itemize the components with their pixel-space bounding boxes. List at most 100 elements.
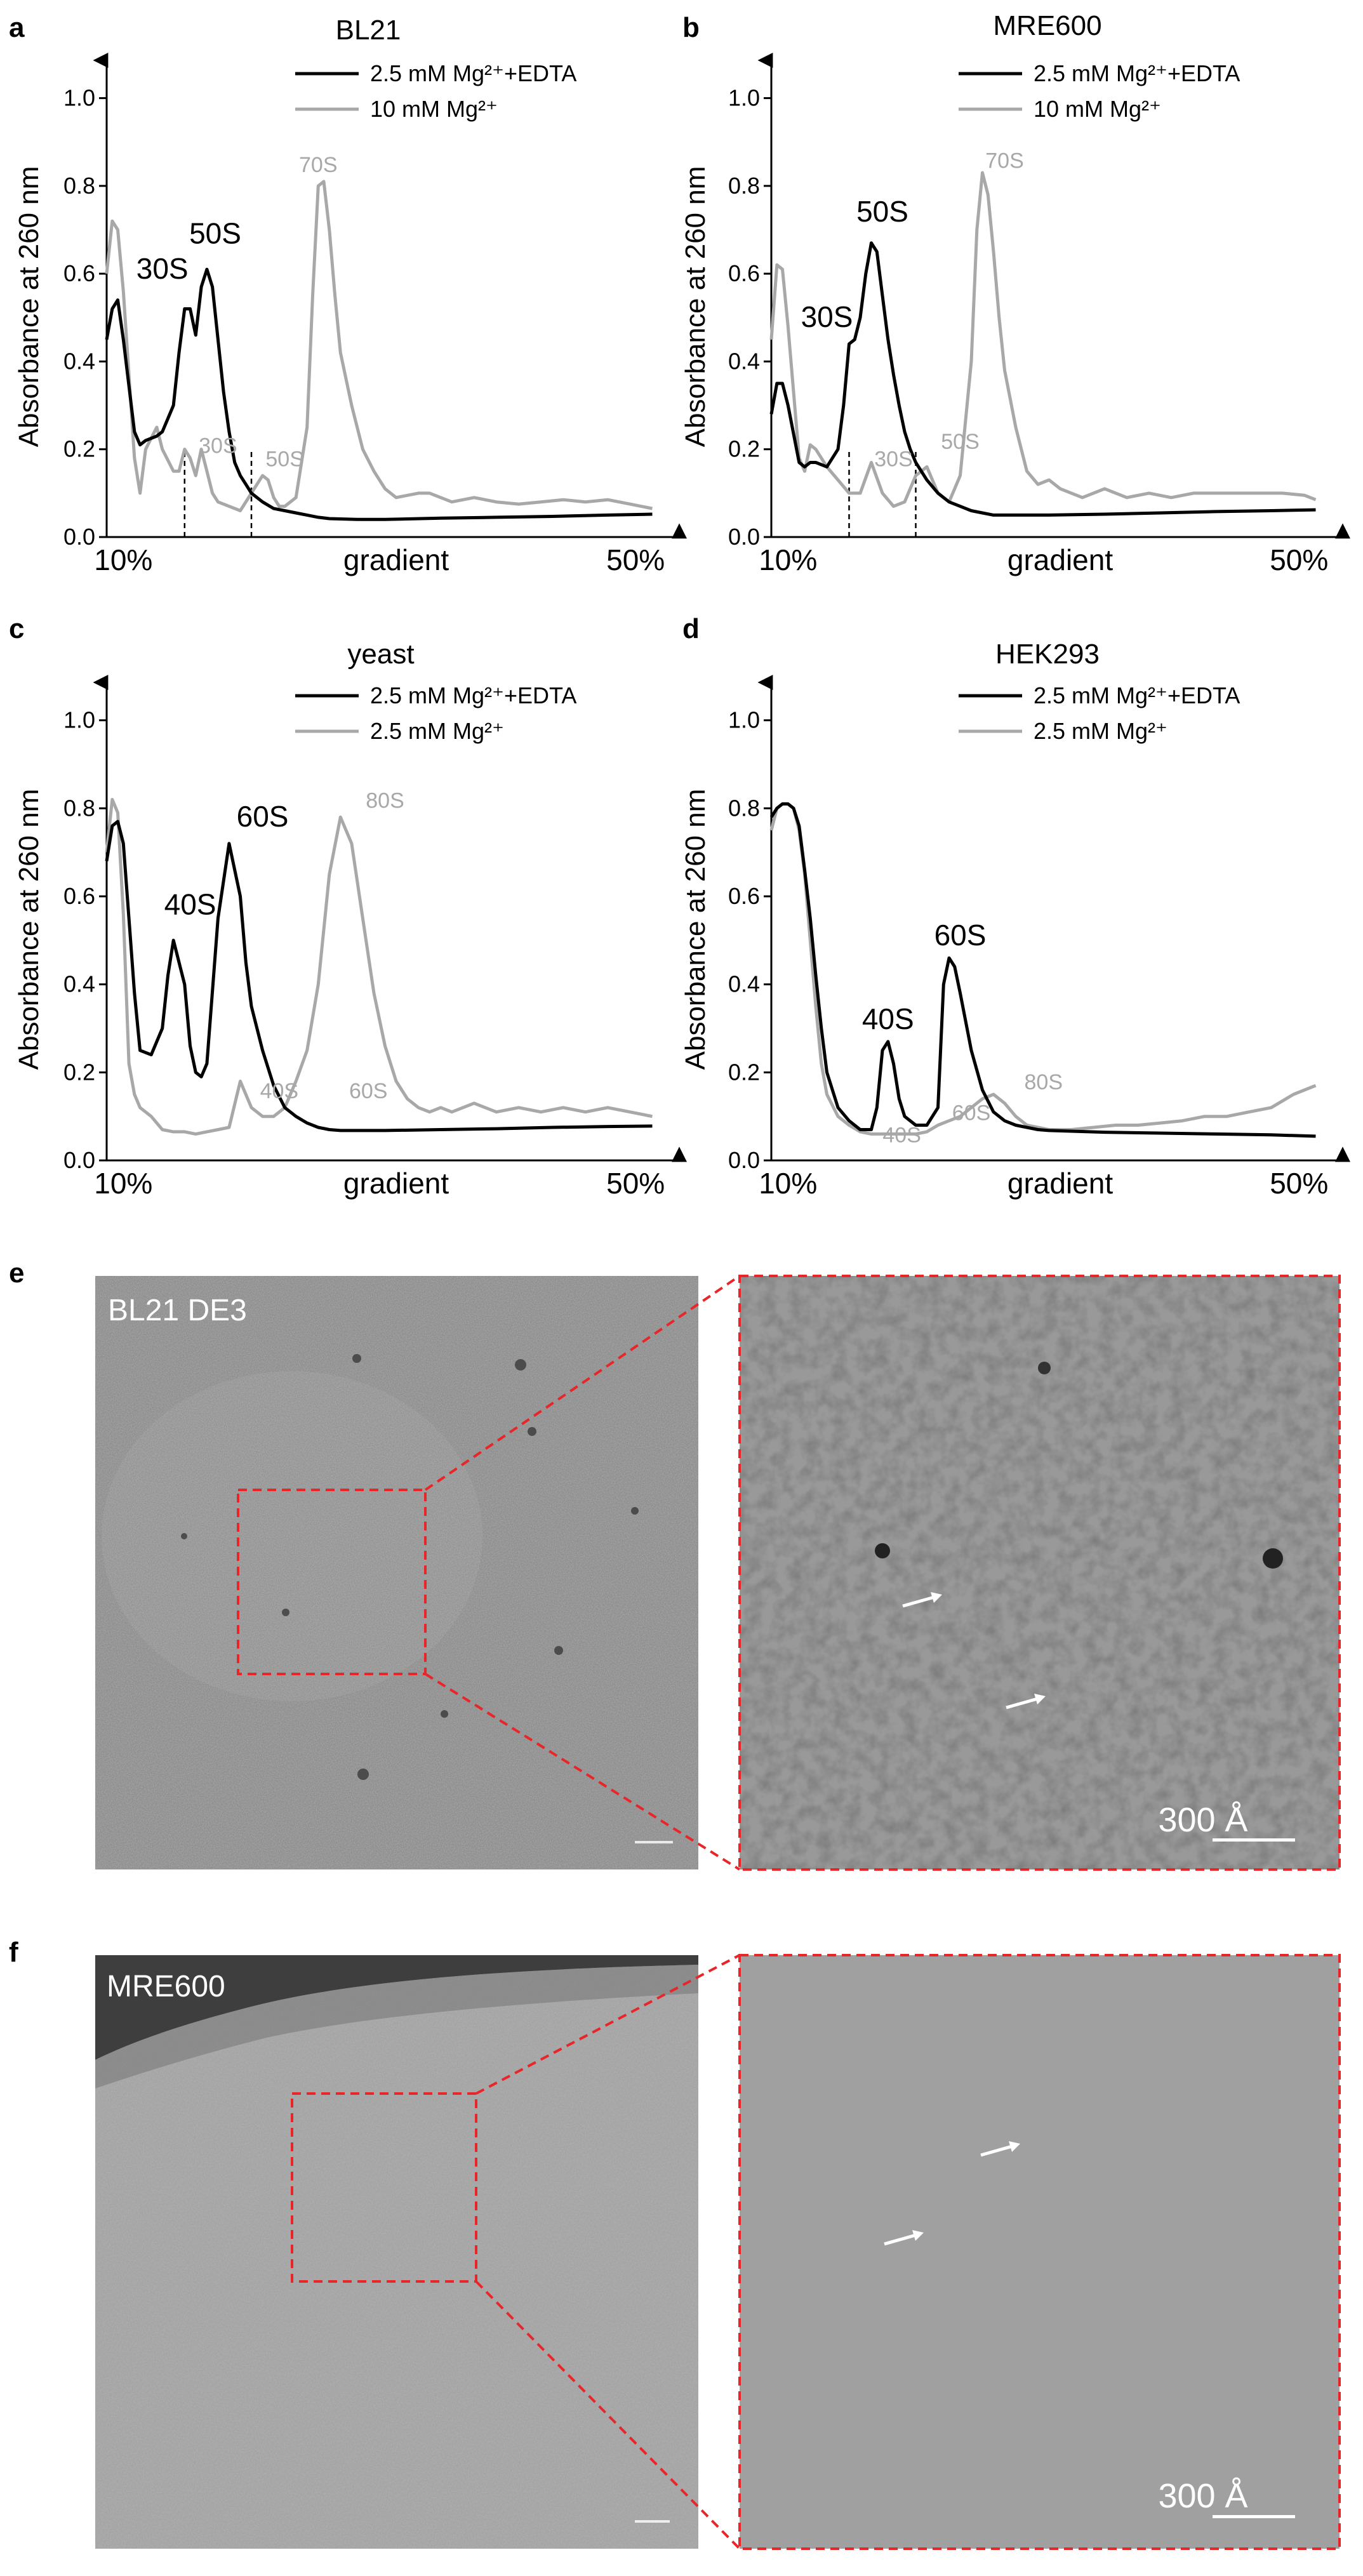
series-black-line-b bbox=[769, 241, 1316, 517]
y-tick-label: 0.4 bbox=[728, 348, 760, 374]
zoom-connector-e-bottom bbox=[424, 1673, 741, 1871]
peak-label-black: 60S bbox=[934, 919, 987, 952]
y-tick-label: 0.8 bbox=[63, 173, 95, 199]
micrograph-f-overview bbox=[95, 1955, 698, 2549]
y-tick-label: 0.2 bbox=[728, 436, 760, 462]
peak-label-gray: 40S bbox=[882, 1123, 921, 1147]
y-tick-label: 0.6 bbox=[63, 883, 95, 909]
legend-label: 2.5 mM Mg²⁺+EDTA bbox=[1034, 682, 1240, 708]
x-tick-label-end: 50% bbox=[606, 543, 665, 576]
y-axis-label-b: Absorbance at 260 nm bbox=[680, 166, 711, 448]
y-tick-label: 0.4 bbox=[728, 971, 760, 997]
peak-label-gray: 70S bbox=[985, 149, 1024, 173]
y-tick-label: 0.2 bbox=[728, 1059, 760, 1085]
x-axis-label-d: gradient bbox=[1007, 1167, 1113, 1200]
x-tick-label-start: 10% bbox=[759, 1167, 817, 1200]
peak-label-black: 30S bbox=[136, 252, 189, 285]
peak-label-gray: 60S bbox=[952, 1101, 991, 1125]
x-tick-label-end: 50% bbox=[606, 1167, 665, 1200]
arrow-f-2 bbox=[884, 2230, 924, 2246]
micrograph-f-zoom bbox=[740, 1955, 1340, 2549]
x-axis-label-a: gradient bbox=[343, 543, 449, 576]
zoom-connector-f-bottom bbox=[475, 2280, 741, 2550]
arrow-e-2 bbox=[1006, 1694, 1046, 1710]
peak-label-black: 40S bbox=[164, 888, 216, 921]
y-tick-label: 0.4 bbox=[63, 971, 95, 997]
peak-label-gray: 50S bbox=[265, 447, 304, 471]
y-tick-label: 0.8 bbox=[728, 795, 760, 821]
chart-a: a BL21 0.0 0.2 0.4 0.6 0.8 1.0 Absorbance at 260… bbox=[9, 12, 687, 576]
series-gray-line-d bbox=[769, 802, 1317, 1136]
peak-label-gray: 30S bbox=[199, 434, 237, 458]
arrow-e-1 bbox=[902, 1592, 942, 1608]
x-tick-label-start: 10% bbox=[759, 543, 817, 576]
y-tick-label: 1.0 bbox=[728, 707, 760, 733]
scale-bar-f bbox=[1213, 2515, 1295, 2518]
series-gray-line-a bbox=[105, 180, 653, 512]
series-gray-line-c bbox=[105, 798, 653, 1136]
y-tick-label: 0.6 bbox=[63, 260, 95, 286]
peak-label-gray: 40S bbox=[260, 1079, 299, 1103]
x-tick-label-start: 10% bbox=[94, 1167, 152, 1200]
x-axis-label-c: gradient bbox=[343, 1167, 449, 1200]
panel-label-f: f bbox=[9, 1937, 18, 1968]
y-tick-label: 0.6 bbox=[728, 883, 760, 909]
peak-label-gray: 60S bbox=[349, 1079, 388, 1103]
zoom-box-f bbox=[291, 2092, 477, 2283]
chart-d: d HEK293 0.0 0.2 0.4 0.6 0.8 1.0 Absorbance at 2… bbox=[680, 613, 1350, 1200]
series-black-line-d bbox=[769, 802, 1316, 1138]
zoom-connector-e-top bbox=[424, 1275, 741, 1491]
y-tick-label: 0.0 bbox=[728, 524, 760, 550]
chart-title-a: BL21 bbox=[336, 15, 401, 46]
scale-label-e: 300 Å bbox=[1158, 1801, 1247, 1839]
chart-b: b MRE600 0.0 0.2 0.4 0.6 0.8 1.0 Absorbance at 2… bbox=[680, 10, 1350, 576]
peak-label-black: 60S bbox=[237, 800, 289, 833]
legend-label: 2.5 mM Mg²⁺ bbox=[1034, 718, 1167, 744]
panel-label-a: a bbox=[9, 12, 25, 43]
chart-title-d: HEK293 bbox=[995, 639, 1100, 670]
y-tick-label: 1.0 bbox=[63, 85, 95, 111]
peak-label-gray: 70S bbox=[299, 153, 338, 177]
micrograph-f-sample-label: MRE600 bbox=[107, 1970, 225, 2003]
peak-label-gray: 80S bbox=[1025, 1070, 1063, 1094]
y-axis-label-c: Absorbance at 260 nm bbox=[13, 789, 44, 1070]
panel-e: e BL21 DE3 bbox=[9, 1258, 1341, 1871]
panel-f: f MRE600 300 Å bbox=[9, 1937, 1341, 2550]
panel-label-d: d bbox=[682, 613, 700, 644]
y-tick-label: 0.0 bbox=[728, 1147, 760, 1173]
panel-label-c: c bbox=[9, 613, 24, 644]
y-axis-label-a: Absorbance at 260 nm bbox=[13, 166, 44, 448]
legend-label: 2.5 mM Mg²⁺ bbox=[370, 718, 504, 744]
y-tick-label: 0.2 bbox=[63, 436, 95, 462]
legend-label: 10 mM Mg²⁺ bbox=[1034, 96, 1161, 122]
y-tick-label: 0.6 bbox=[728, 260, 760, 286]
y-tick-label: 0.4 bbox=[63, 348, 95, 374]
scale-bar-e bbox=[1213, 1838, 1295, 1842]
y-tick-label: 0.8 bbox=[63, 795, 95, 821]
arrow-f-1 bbox=[980, 2141, 1020, 2157]
y-tick-label: 1.0 bbox=[63, 707, 95, 733]
x-tick-label-end: 50% bbox=[1270, 543, 1328, 576]
peak-label-gray: 30S bbox=[874, 447, 913, 471]
zoom-frame-e bbox=[738, 1275, 1341, 1871]
y-tick-label: 1.0 bbox=[728, 85, 760, 111]
micrograph-e-overview bbox=[95, 1276, 698, 1869]
y-axis-label-d: Absorbance at 260 nm bbox=[680, 789, 711, 1070]
zoom-frame-f bbox=[738, 1954, 1341, 2550]
chart-title-b: MRE600 bbox=[993, 10, 1101, 41]
panel-label-b: b bbox=[682, 12, 700, 43]
x-tick-label-end: 50% bbox=[1270, 1167, 1328, 1200]
x-axis-label-b: gradient bbox=[1007, 543, 1113, 576]
legend-label: 2.5 mM Mg²⁺+EDTA bbox=[1034, 60, 1240, 86]
peak-label-black: 30S bbox=[801, 300, 853, 333]
panel-label-e: e bbox=[9, 1258, 24, 1289]
y-tick-label: 0.8 bbox=[728, 173, 760, 199]
peak-label-gray: 80S bbox=[366, 788, 404, 813]
zoom-connector-f-top bbox=[475, 1954, 740, 2095]
legend-label: 10 mM Mg²⁺ bbox=[370, 96, 498, 122]
y-tick-label: 0.0 bbox=[63, 1147, 95, 1173]
peak-label-black: 50S bbox=[189, 217, 241, 250]
peak-label-black: 40S bbox=[862, 1002, 914, 1035]
series-gray-line-b bbox=[769, 171, 1317, 508]
